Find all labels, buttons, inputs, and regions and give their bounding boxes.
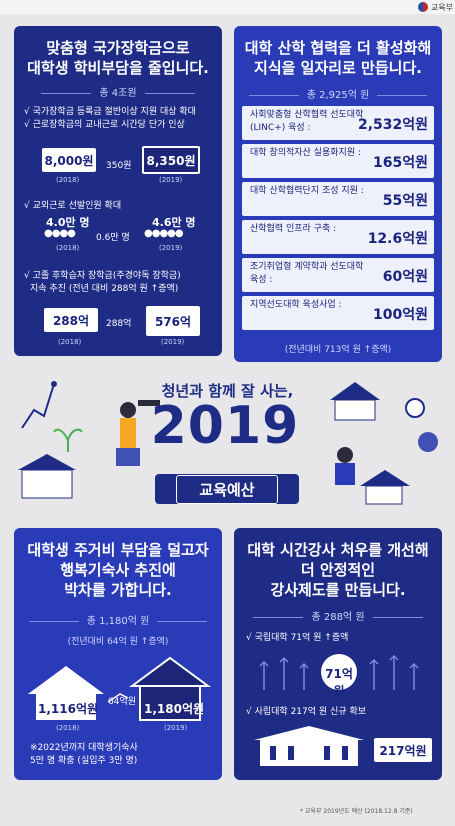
list-item-value: 100억원 (373, 307, 428, 323)
card3-foot-line2: 5만 명 확충 (실입주 3만 명) (30, 756, 138, 766)
list-item: 대학 산학협력단지 조성 지원 : 55억원 (242, 182, 434, 216)
student-with-book-icon (335, 447, 355, 485)
people-2018-icon: ●●●● (44, 228, 76, 239)
card2-title: 대학 산학 협력을 더 활성화해 지식을 일자리로 만듭니다. (234, 38, 442, 78)
national-univ-value: 71억원 (325, 667, 353, 698)
dorm-2018-value: 1,116억원 (38, 702, 99, 716)
list-item-label: 사회맞춤형 산학협력 선도대학(LINC+) 육성 : (250, 110, 364, 133)
education-budget-badge: 교육예산 (155, 474, 299, 504)
card4-bullet2: √ 사립대학 217억 원 신규 확보 (246, 707, 367, 717)
card3-title-line1: 대학생 주거비 부담을 덜고자 (27, 541, 209, 559)
dorm-2019-year: (2019) (164, 724, 188, 732)
fund-2018-year: (2018) (58, 338, 82, 346)
wage-2018-box: 8,000원 (42, 148, 96, 172)
card4-title-line1: 대학 시간강사 처우를 개선해 (247, 541, 429, 559)
house-icon (330, 382, 380, 421)
decorative-illustration (18, 381, 438, 505)
center-year: 2019 (150, 396, 300, 456)
card2-total: 총 2,925억 원 (234, 86, 442, 101)
wage-2019-box: 8,350원 (142, 146, 200, 174)
people-2019-icon: ●●●●● (144, 228, 184, 239)
people-diff: 0.6만 명 (96, 233, 130, 243)
list-item: 사회맞춤형 산학협력 선도대학(LINC+) 육성 : 2,532억원 (242, 106, 434, 140)
list-item: 지역선도대학 육성사업 : 100억원 (242, 296, 434, 330)
card1-bullet3: √ 교외근로 선발인원 확대 (24, 201, 122, 211)
education-budget-label: 교육예산 (176, 474, 278, 504)
top-strip: 교육부 (0, 0, 455, 14)
people-2018-value: 4.0만 명 (46, 216, 90, 229)
house-outline-icon (360, 470, 410, 505)
footnote: * 교육부 2019년도 예산 (2018.12.8 기준) (300, 808, 413, 815)
card3-foot-line1: ※2022년까지 대학생기숙사 (30, 743, 138, 753)
card4-title-line3: 강사제도를 만듭니다. (270, 581, 406, 599)
card1-total: 총 4조원 (14, 84, 222, 99)
dorm-2018-year: (2018) (56, 724, 80, 732)
card1-bullet4-line2: 지속 추진 (전년 대비 288억 원 ↑증액) (30, 284, 179, 294)
list-item-label: 조기취업형 계약학과 선도대학 육성 : (250, 262, 364, 285)
fund-diff: 288억 (106, 319, 132, 329)
school-building-icon (18, 454, 76, 499)
dormitory-card: 대학생 주거비 부담을 덜고자 행복기숙사 추진에 박차를 가합니다. 총 1,… (14, 528, 222, 780)
university-building-icon (254, 726, 364, 766)
people-2019-year: (2019) (159, 244, 183, 252)
list-item-label: 지역선도대학 육성사업 : (250, 300, 342, 310)
industry-list: 사회맞춤형 산학협력 선도대학(LINC+) 육성 : 2,532억원 대학 창… (242, 106, 434, 330)
card2-note: (전년대비 713억 원 ↑증액) (284, 345, 392, 355)
lecturer-card: 대학 시간강사 처우를 개선해 더 안정적인 강사제도를 만듭니다. 총 288… (234, 528, 442, 780)
card4-title: 대학 시간강사 처우를 개선해 더 안정적인 강사제도를 만듭니다. (234, 540, 442, 600)
dorm-diff: 64억원 (108, 697, 137, 707)
scholarship-card: 맞춤형 국가장학금으로 대학생 학비부담을 줄입니다. 총 4조원 √ 국가장학… (14, 26, 222, 356)
card1-bullet1: √ 국가장학금 등록금 절반이상 지원 대상 확대 (24, 107, 196, 117)
card2-title-line1: 대학 산학 협력을 더 활성화해 (244, 39, 432, 57)
people-2018-year: (2018) (56, 244, 80, 252)
coin-icon (405, 398, 425, 418)
list-item-value: 60억원 (382, 269, 428, 285)
card4-total: 총 288억 원 (234, 608, 442, 623)
people-2019-value: 4.6만 명 (152, 216, 196, 229)
list-item-value: 2,532억원 (357, 117, 428, 133)
card3-title: 대학생 주거비 부담을 덜고자 행복기숙사 추진에 박차를 가합니다. (14, 540, 222, 600)
dorm-2019-value: 1,180억원 (144, 702, 205, 716)
card4-title-line2: 더 안정적인 (300, 561, 376, 579)
fund-2018-box: 288억 (44, 308, 98, 332)
growth-arrows-icon (259, 654, 419, 690)
plant-icon (53, 428, 83, 452)
fund-2019-year: (2019) (161, 338, 185, 346)
list-item-label: 대학 산학협력단지 조성 지원 : (250, 186, 364, 196)
list-item-value: 55억원 (382, 193, 428, 209)
list-item: 대학 창의적자산 실용화지원 : 165억원 (242, 144, 434, 178)
private-univ-value: 217억원 (374, 738, 432, 762)
card1-bullet2: √ 근로장학금의 교내근로 시간당 단가 인상 (24, 120, 185, 130)
globe-icon (418, 432, 438, 452)
wage-2019-year: (2019) (159, 176, 183, 184)
list-item-value: 12.6억원 (367, 231, 428, 247)
card1-title-line1: 맞춤형 국가장학금으로 (46, 39, 190, 57)
center-tagline: 청년과 함께 잘 사는, (161, 382, 294, 400)
card3-title-line3: 박차를 가합니다. (64, 581, 172, 599)
wage-2018-year: (2018) (56, 176, 80, 184)
dormitory-houses-icon (28, 656, 212, 721)
government-logo-icon (417, 2, 428, 12)
card3-total: 총 1,180억 원 (14, 612, 222, 627)
list-item-label: 산학협력 인프라 구축 : (250, 224, 337, 234)
list-item: 조기취업형 계약학과 선도대학 육성 : 60억원 (242, 258, 434, 292)
list-item-label: 대학 창의적자산 실용화지원 : (250, 148, 361, 158)
card3-title-line2: 행복기숙사 추진에 (60, 561, 176, 579)
list-item: 산학협력 인프라 구축 : 12.6억원 (242, 220, 434, 254)
fund-2019-box: 576억 (146, 306, 200, 336)
trend-line-icon (21, 383, 55, 429)
card2-title-line2: 지식을 일자리로 만듭니다. (254, 59, 422, 77)
card4-bullet1: √ 국립대학 71억 원 ↑증액 (246, 633, 349, 643)
card1-title: 맞춤형 국가장학금으로 대학생 학비부담을 줄입니다. (14, 38, 222, 78)
card1-title-line2: 대학생 학비부담을 줄입니다. (27, 59, 209, 77)
person-with-telescope-icon (116, 400, 160, 466)
ministry-header: 교육부 (417, 0, 453, 14)
industry-card: 대학 산학 협력을 더 활성화해 지식을 일자리로 만듭니다. 총 2,925억… (234, 26, 442, 362)
ministry-name: 교육부 (430, 2, 453, 12)
list-item-value: 165억원 (373, 155, 428, 171)
card3-note: (전년대비 64억 원 ↑증액) (67, 637, 169, 647)
card1-bullet4-line1: √ 고졸 후학습자 장학금(주경야독 장학금) (24, 271, 181, 281)
wage-diff: 350원 (106, 161, 132, 171)
